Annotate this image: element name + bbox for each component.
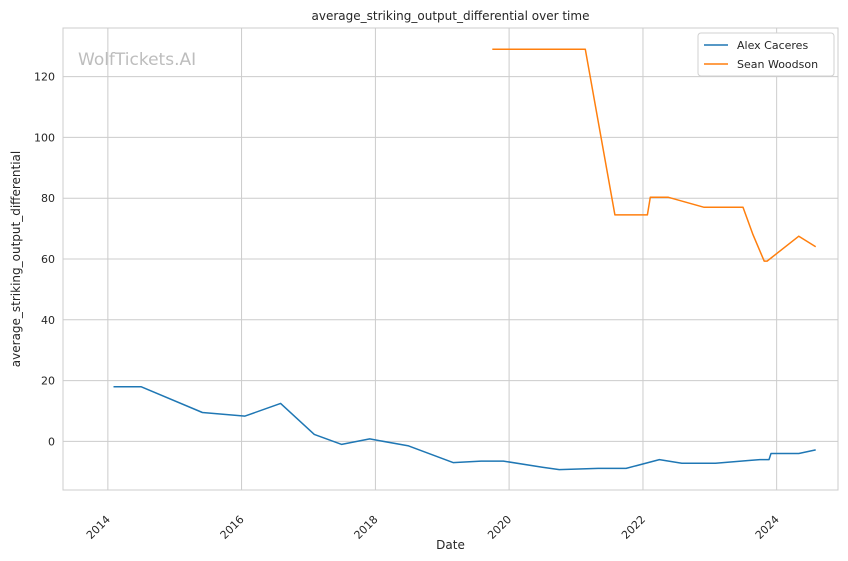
y-tick-label: 120 — [34, 71, 55, 84]
x-tick-label: 2014 — [84, 513, 113, 542]
x-axis-title: Date — [436, 538, 465, 552]
chart-title: average_striking_output_differential ove… — [312, 9, 590, 23]
legend-label: Sean Woodson — [737, 58, 818, 71]
series-line-1 — [492, 48, 817, 262]
x-tick-label: 2024 — [753, 513, 782, 542]
x-tick-label: 2018 — [352, 513, 381, 542]
y-tick-label: 100 — [34, 131, 55, 144]
y-tick-label: 40 — [41, 314, 55, 327]
legend: Alex Caceres Sean Woodson — [697, 32, 835, 77]
series-layer — [113, 48, 817, 471]
y-tick-label: 80 — [41, 192, 55, 205]
y-axis-title: average_striking_output_differential — [9, 151, 23, 367]
legend-label: Alex Caceres — [737, 39, 808, 52]
grid — [63, 28, 838, 490]
legend-box — [697, 32, 835, 77]
y-tick-label: 0 — [48, 435, 55, 448]
series-line-0 — [113, 385, 816, 471]
x-tick-label: 2020 — [485, 513, 514, 542]
watermark: WolfTickets.AI — [78, 50, 196, 70]
x-tick-label: 2016 — [218, 513, 247, 542]
y-tick-label: 20 — [41, 375, 55, 388]
x-tick-label: 2022 — [619, 513, 648, 542]
y-tick-label: 60 — [41, 253, 55, 266]
